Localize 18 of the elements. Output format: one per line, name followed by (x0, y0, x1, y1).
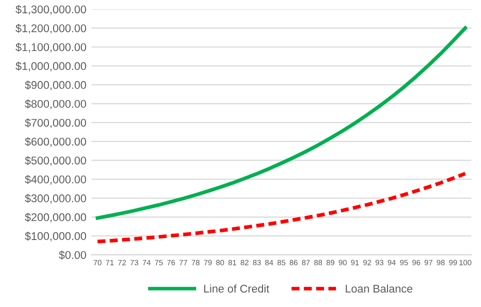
y-tick-label: $900,000.00 (24, 80, 86, 90)
y-tick-label: $1,100,000.00 (16, 42, 86, 52)
y-tick-label: $600,000.00 (24, 137, 86, 147)
y-tick-label: $1,000,000.00 (16, 62, 86, 72)
line-series (96, 172, 468, 244)
legend-label: Line of Credit (204, 284, 270, 293)
y-tick-label: $800,000.00 (24, 99, 86, 110)
legend-label: Loan Balance (346, 284, 412, 293)
y-tick-label: $1,200,000.00 (16, 24, 86, 34)
y-tick-label: $100,000.00 (24, 232, 86, 242)
y-tick-label: $1,300,000.00 (16, 5, 86, 15)
y-tick-label: $0.00 (58, 250, 86, 260)
y-tick-label: $300,000.00 (24, 194, 86, 204)
y-tick-label: $200,000.00 (24, 212, 86, 222)
y-tick-label: $400,000.00 (24, 175, 86, 185)
y-tick-label: $700,000.00 (24, 118, 86, 128)
line-series (96, 26, 468, 220)
y-tick-label: $500,000.00 (24, 156, 86, 166)
